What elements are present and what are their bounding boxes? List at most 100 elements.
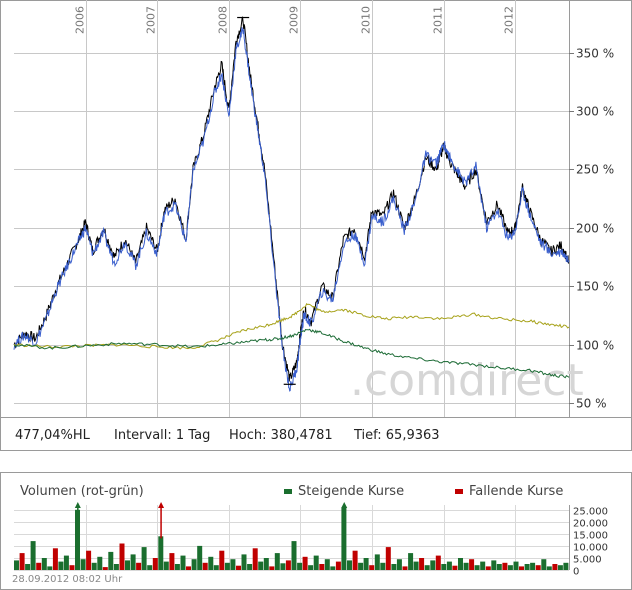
volume-bar <box>430 560 436 570</box>
volume-bar <box>435 555 441 570</box>
volume-bar <box>125 560 130 570</box>
volume-bar <box>130 554 136 570</box>
volume-bar <box>363 558 369 570</box>
volume-bar <box>519 566 524 570</box>
volume-bar <box>469 559 475 570</box>
volume-bar <box>319 564 325 570</box>
volume-bar <box>241 554 247 570</box>
main-x-ticks: 2006 2007 2008 2009 2010 2011 2012 <box>74 6 516 34</box>
volume-peak-arrowhead <box>74 502 81 508</box>
vol-y-tick-label: 25.000 <box>573 507 608 518</box>
volume-bar <box>513 561 519 570</box>
main-plot-grid <box>14 0 570 417</box>
volume-bar <box>308 565 314 570</box>
high-label: Hoch: 380,4781 <box>229 428 333 443</box>
volume-bar <box>191 559 197 570</box>
legend-falling-label: Fallende Kurse <box>469 484 563 499</box>
volume-bar <box>552 564 558 570</box>
x-tick-label: 2012 <box>503 6 516 34</box>
volume-bar <box>496 564 502 570</box>
volume-bar <box>385 547 391 570</box>
volume-bar <box>391 564 397 570</box>
volume-bar <box>52 548 58 570</box>
volume-grid <box>14 505 570 571</box>
volume-bars <box>14 502 569 570</box>
volume-bar <box>119 543 125 570</box>
volume-bar <box>36 562 42 570</box>
volume-bar <box>463 562 469 570</box>
volume-bar <box>297 562 303 570</box>
volume-bar <box>335 561 341 570</box>
main-y-ticks: 350 % 300 % 250 % 200 % 150 % 100 % 50 % <box>569 47 614 411</box>
volume-bar <box>147 565 153 570</box>
vol-y-tick-label: 5.000 <box>573 555 602 566</box>
volume-bar <box>280 563 286 570</box>
volume-bar <box>291 541 297 570</box>
y-tick-label: 150 % <box>576 280 614 294</box>
volume-bar <box>408 553 414 570</box>
volume-bar <box>86 550 92 570</box>
volume-bar <box>236 565 241 570</box>
volume-bar <box>419 558 425 570</box>
series-line-2 <box>13 27 570 392</box>
legend-rising-marker <box>284 489 292 494</box>
volume-bar <box>546 566 552 570</box>
series-line-1 <box>13 16 570 382</box>
volume-bar <box>452 565 458 570</box>
volume-bar <box>14 560 19 570</box>
hl-label: 477,04%HL <box>15 428 91 443</box>
volume-bar <box>474 565 480 570</box>
volume-title: Volumen (rot-grün) <box>20 484 144 499</box>
volume-bar <box>269 566 275 570</box>
volume-bar <box>524 564 530 570</box>
volume-bar <box>347 560 352 570</box>
volume-bar <box>252 548 258 570</box>
volume-bar <box>224 562 230 570</box>
volume-bar <box>113 564 119 570</box>
volume-bar <box>424 565 430 570</box>
volume-bar <box>491 560 497 570</box>
main-panel-frame <box>0 0 632 451</box>
vol-y-tick-label: 0 <box>573 567 579 578</box>
volume-bar <box>174 564 180 570</box>
volume-bar <box>47 566 53 570</box>
series-line-3 <box>13 303 570 350</box>
x-tick-label: 2010 <box>360 6 373 34</box>
volume-bar <box>413 561 419 570</box>
volume-bar <box>219 550 225 570</box>
volume-bar <box>180 555 186 570</box>
volume-bar <box>563 562 569 570</box>
volume-bar <box>557 565 563 570</box>
volume-bar <box>263 558 269 570</box>
volume-bar <box>69 565 75 570</box>
volume-bar <box>30 541 36 570</box>
volume-bar <box>163 561 169 570</box>
y-tick-label: 100 % <box>576 339 614 353</box>
volume-bar <box>25 564 31 570</box>
volume-bar <box>330 566 336 570</box>
volume-bar <box>502 562 508 570</box>
volume-bar <box>108 551 114 570</box>
vol-y-tick-label: 15.000 <box>573 531 608 542</box>
volume-bar <box>63 555 69 570</box>
y-tick-label: 300 % <box>576 105 614 119</box>
volume-bar <box>341 507 347 570</box>
volume-bar <box>102 567 108 570</box>
x-tick-label: 2009 <box>288 6 301 34</box>
volume-bar <box>374 554 380 570</box>
volume-bar <box>369 565 375 570</box>
volume-bar <box>285 560 291 570</box>
legend-falling-marker <box>455 489 463 494</box>
volume-bar <box>41 558 47 570</box>
volume-bar <box>458 558 463 570</box>
volume-bar <box>91 562 97 570</box>
volume-bar <box>541 559 547 570</box>
series-line-4 <box>13 328 570 379</box>
volume-bar <box>535 565 541 570</box>
volume-bar <box>530 562 536 570</box>
volume-peak-arrowhead <box>158 502 165 508</box>
volume-bar <box>324 559 330 570</box>
volume-bar <box>446 561 452 570</box>
